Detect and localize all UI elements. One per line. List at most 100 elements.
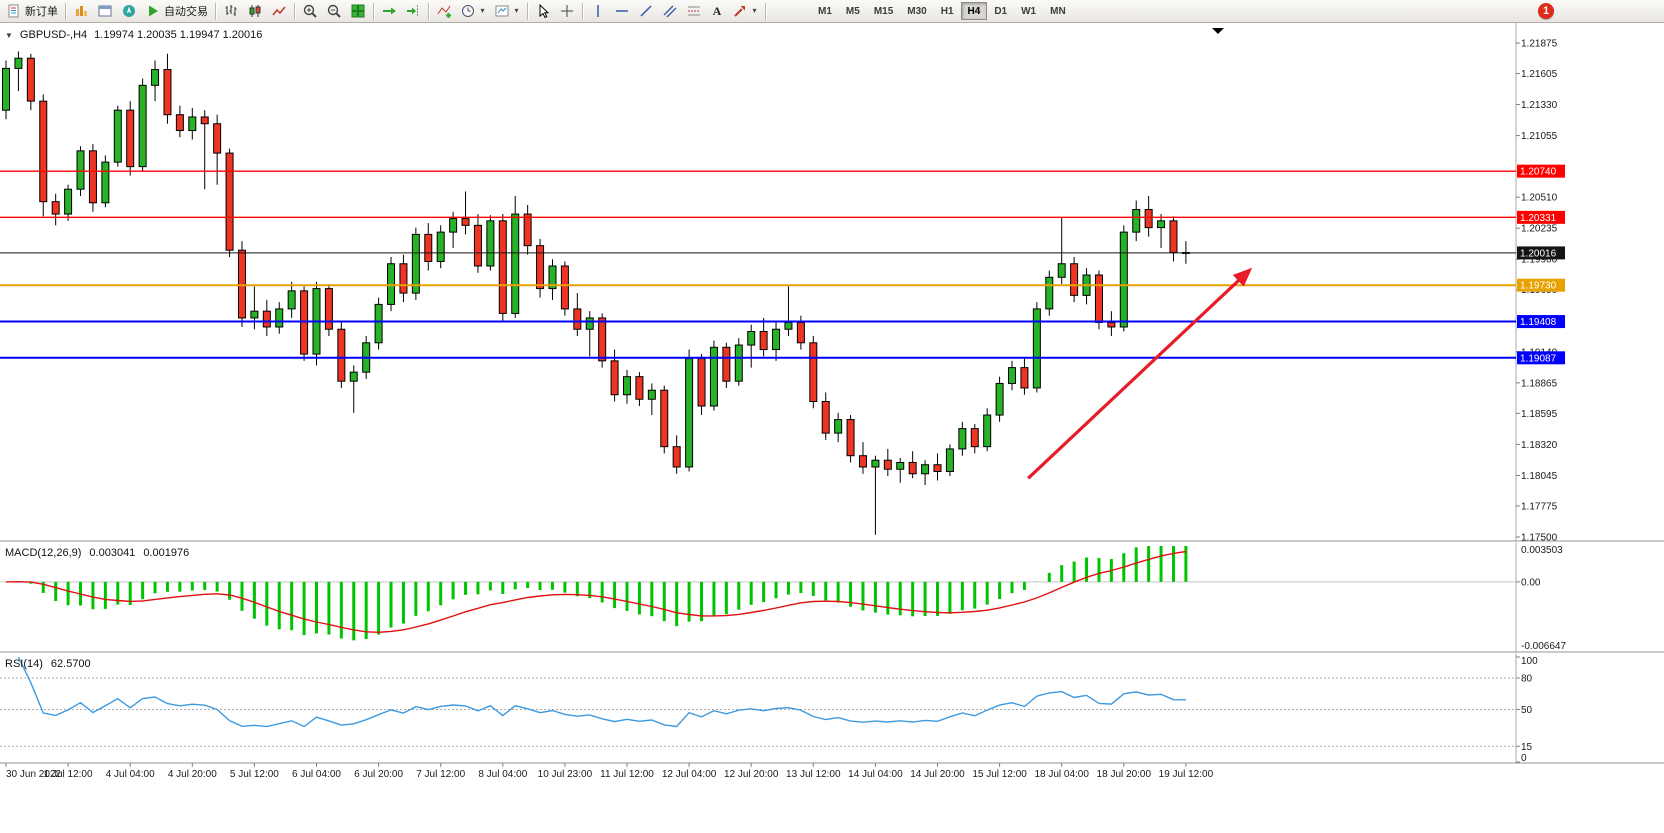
svg-text:6 Jul 04:00: 6 Jul 04:00	[292, 769, 341, 780]
trend-arrow[interactable]	[1027, 267, 1253, 480]
templates-icon	[494, 3, 510, 19]
svg-text:1.18320: 1.18320	[1521, 440, 1558, 451]
timeframe-h1[interactable]: H1	[934, 2, 961, 20]
svg-text:14 Jul 04:00: 14 Jul 04:00	[848, 769, 903, 780]
timeframe-mn[interactable]: MN	[1043, 2, 1073, 20]
chevron-down-icon	[751, 8, 758, 14]
zoom-out-icon	[326, 3, 342, 19]
auto-trading-play-icon	[145, 3, 161, 19]
price-badge-1.20016: 1.20016	[1517, 246, 1565, 260]
timeframe-m15[interactable]: M15	[867, 2, 900, 20]
price-badge-1.20331: 1.20331	[1517, 210, 1565, 224]
channel-button[interactable]	[658, 1, 682, 21]
timeframe-w1[interactable]: W1	[1014, 2, 1043, 20]
market-watch-button[interactable]	[69, 1, 93, 21]
svg-text:1.19087: 1.19087	[1520, 353, 1557, 364]
line-chart-button[interactable]	[267, 1, 291, 21]
vertical-line-button[interactable]	[586, 1, 610, 21]
svg-text:19 Jul 12:00: 19 Jul 12:00	[1159, 769, 1214, 780]
svg-text:1.20235: 1.20235	[1521, 224, 1558, 235]
svg-text:1.19730: 1.19730	[1520, 281, 1557, 292]
templates-button[interactable]	[490, 1, 524, 21]
data-window-button[interactable]	[93, 1, 117, 21]
auto-trading-button[interactable]: 自动交易	[141, 1, 212, 21]
arrows-button[interactable]	[728, 1, 762, 21]
chart-window: 1.21875 1.21605 1.21330 1.21055 1.20510 1.202…	[0, 23, 1664, 833]
toolbar-separator	[294, 2, 295, 20]
auto-trading-label: 自动交易	[164, 6, 208, 18]
data-window-icon	[97, 3, 113, 19]
toolbar: 新订单 自动交易	[0, 0, 1664, 23]
cursor-button[interactable]	[531, 1, 555, 21]
tile-windows-button[interactable]	[346, 1, 370, 21]
svg-text:80: 80	[1521, 674, 1533, 685]
timeframe-d1[interactable]: D1	[987, 2, 1014, 20]
svg-text:1.18045: 1.18045	[1521, 471, 1558, 482]
bar-chart-button[interactable]	[219, 1, 243, 21]
svg-text:15 Jul 12:00: 15 Jul 12:00	[972, 769, 1027, 780]
chart-canvas[interactable]: 1.21875 1.21605 1.21330 1.21055 1.20510 1.202…	[0, 23, 1664, 833]
svg-text:30 Jun 2022: 30 Jun 2022	[6, 769, 61, 780]
timeframe-m1[interactable]: M1	[811, 2, 839, 20]
svg-text:5 Jul 12:00: 5 Jul 12:00	[230, 769, 279, 780]
macd-histogram	[16, 546, 1188, 641]
periods-button[interactable]	[456, 1, 490, 21]
navigator-button[interactable]	[117, 1, 141, 21]
svg-text:4 Jul 04:00: 4 Jul 04:00	[106, 769, 155, 780]
timeframe-h4[interactable]: H4	[960, 2, 988, 20]
trendline-button[interactable]	[634, 1, 658, 21]
new-order-button[interactable]: 新订单	[2, 1, 62, 21]
chart-shift-marker[interactable]	[1212, 28, 1224, 34]
auto-scroll-button[interactable]	[377, 1, 401, 21]
crosshair-icon	[559, 3, 575, 19]
chart-shift-button[interactable]	[401, 1, 425, 21]
indicators-icon	[436, 3, 452, 19]
svg-text:15: 15	[1521, 742, 1533, 753]
rsi-line	[17, 656, 1186, 728]
rsi-axis-labels: 100 80 50 150	[1516, 656, 1538, 764]
price-badge-1.19730: 1.19730	[1517, 278, 1565, 292]
svg-text:100: 100	[1521, 656, 1538, 667]
svg-text:13 Jul 12:00: 13 Jul 12:00	[786, 769, 841, 780]
indicators-button[interactable]	[432, 1, 456, 21]
svg-text:1.21330: 1.21330	[1521, 100, 1558, 111]
toolbar-separator	[765, 2, 766, 20]
svg-text:1.20016: 1.20016	[1520, 248, 1557, 259]
svg-text:1.19408: 1.19408	[1520, 317, 1557, 328]
text-button[interactable]: A	[706, 1, 728, 21]
svg-text:1.20740: 1.20740	[1520, 167, 1557, 178]
timeframe-m5[interactable]: M5	[839, 2, 867, 20]
new-order-icon	[6, 3, 22, 19]
price-badge-1.19087: 1.19087	[1517, 351, 1565, 365]
svg-text:11 Jul 12:00: 11 Jul 12:00	[600, 769, 654, 780]
svg-text:1.21605: 1.21605	[1521, 69, 1558, 80]
timeframe-m30[interactable]: M30	[900, 2, 933, 20]
toolbar-separator	[527, 2, 528, 20]
line-chart-icon	[271, 3, 287, 19]
crosshair-button[interactable]	[555, 1, 579, 21]
tile-windows-icon	[350, 3, 366, 19]
zoom-in-button[interactable]	[298, 1, 322, 21]
svg-text:0.003503: 0.003503	[1521, 545, 1563, 556]
svg-text:-0.006647: -0.006647	[1521, 641, 1566, 652]
fibonacci-button[interactable]	[682, 1, 706, 21]
toolbar-separator	[65, 2, 66, 20]
svg-text:0: 0	[1521, 753, 1527, 764]
notification-badge[interactable]: 1	[1538, 3, 1554, 19]
toolbar-separator	[373, 2, 374, 20]
trendline-icon	[638, 3, 654, 19]
zoom-in-icon	[302, 3, 318, 19]
svg-text:1.18595: 1.18595	[1521, 409, 1558, 420]
svg-text:1.21875: 1.21875	[1521, 39, 1558, 50]
svg-text:12 Jul 20:00: 12 Jul 20:00	[724, 769, 779, 780]
candlestick-chart-button[interactable]	[243, 1, 267, 21]
horizontal-line-button[interactable]	[610, 1, 634, 21]
fibonacci-icon	[686, 3, 702, 19]
toolbar-separator	[582, 2, 583, 20]
chart-shift-icon	[405, 3, 421, 19]
zoom-out-button[interactable]	[322, 1, 346, 21]
svg-text:18 Jul 20:00: 18 Jul 20:00	[1097, 769, 1152, 780]
timeframe-group: M1 M5 M15 M30 H1 H4 D1 W1 MN	[811, 2, 1073, 20]
